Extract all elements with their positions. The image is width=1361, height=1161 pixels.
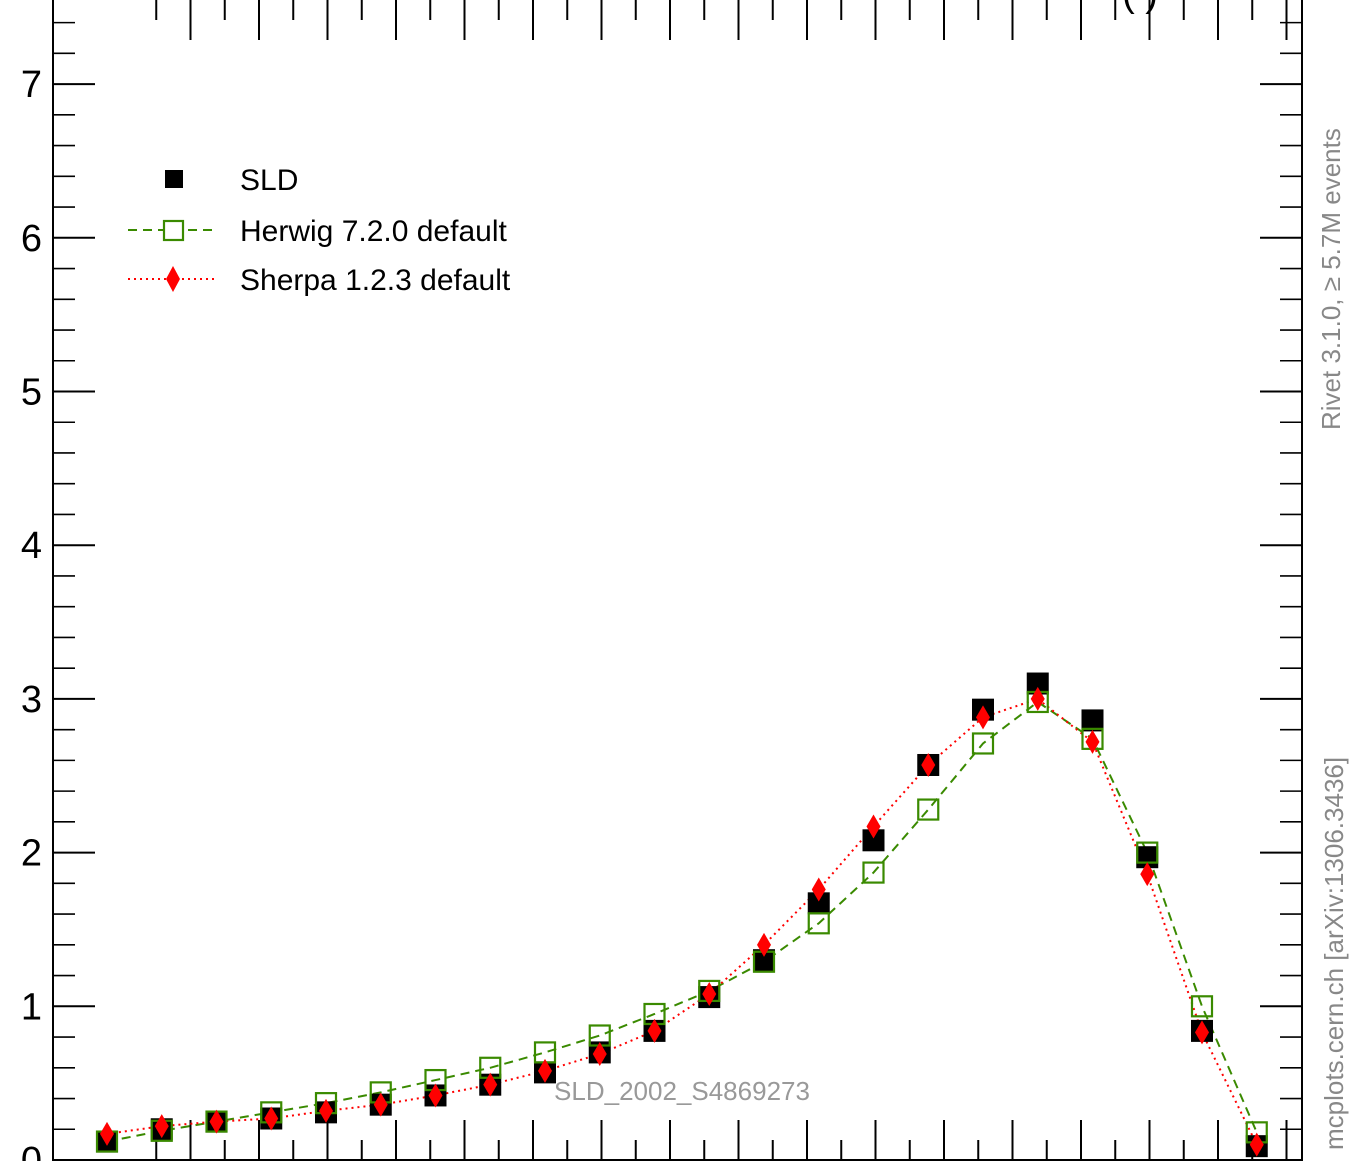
data-point-sherpa: [373, 1092, 388, 1117]
data-point-sherpa: [811, 877, 826, 902]
data-point-herwig: [971, 732, 995, 755]
series-line-2: [106, 697, 1258, 1146]
legend-marker-sherpa: [166, 266, 180, 292]
data-point-herwig: [1190, 995, 1214, 1018]
y-tick-label: 3: [21, 679, 42, 721]
data-point-sherpa: [1195, 1020, 1209, 1045]
data-point-sherpa: [757, 932, 771, 957]
data-point-herwig: [807, 912, 830, 935]
data-point-sherpa: [538, 1058, 552, 1083]
data-point-sherpa: [1140, 862, 1155, 887]
data-point-sherpa: [976, 705, 990, 730]
data-point-sherpa: [702, 982, 717, 1007]
top-cut-text: ( ): [1122, 0, 1158, 15]
y-tick-label: 2: [21, 833, 42, 875]
legend-marker-sld: [165, 170, 183, 188]
legend-marker-herwig: [162, 219, 185, 242]
data-point-herwig: [917, 798, 940, 821]
data-point-sherpa: [209, 1109, 224, 1134]
data-point-sherpa: [154, 1114, 169, 1139]
watermark-label: SLD_2002_S4869273: [554, 1076, 810, 1106]
series-markers: [95, 672, 1268, 1158]
data-point-sherpa: [483, 1072, 498, 1097]
data-point-sherpa: [1249, 1132, 1264, 1157]
data-point-sherpa: [592, 1041, 607, 1066]
data-point-sherpa: [1085, 729, 1100, 754]
data-point-sherpa: [100, 1121, 114, 1146]
data-point-sld: [862, 829, 885, 852]
y-tick-label: 0: [21, 1140, 42, 1161]
data-point-sherpa: [264, 1106, 279, 1131]
plot-frame: [52, 0, 1303, 1161]
data-point-sherpa: [647, 1018, 662, 1043]
y-tick-label: 7: [21, 64, 42, 106]
data-point-herwig: [862, 861, 885, 884]
series-lines: [106, 697, 1258, 1146]
data-point-sherpa: [428, 1083, 443, 1108]
plot-area: [52, 0, 1303, 1161]
legend-entry-sld: SLD: [165, 164, 298, 197]
data-point-sld: [1081, 709, 1104, 732]
data-point-sld: [1026, 672, 1049, 695]
data-point-sherpa: [319, 1098, 333, 1123]
data-point-sherpa: [921, 752, 936, 777]
legend-label-herwig: Herwig 7.2.0 default: [240, 215, 507, 248]
y-tick-label: 4: [21, 525, 42, 567]
y-tick-label: 5: [21, 372, 42, 414]
series-line-1: [106, 700, 1258, 1143]
axis-ticks: 0 1 2 3 4 5 6 7: [21, 0, 1302, 1161]
y-tick-label: 1: [21, 986, 42, 1028]
legend-entry-sherpa: Sherpa 1.2.3 default: [128, 264, 511, 297]
legend-label-sherpa: Sherpa 1.2.3 default: [240, 264, 511, 297]
rivet-version-label: Rivet 3.1.0, ≥ 5.7M events: [1316, 128, 1346, 430]
legend: SLD Herwig 7.2.0 default Sherpa 1.2.3 de…: [128, 164, 511, 297]
legend-entry-herwig: Herwig 7.2.0 default: [128, 215, 507, 248]
data-point-sherpa: [1030, 686, 1045, 711]
data-point-sherpa: [866, 814, 881, 839]
mcplots-source-label: mcplots.cern.ch [arXiv:1306.3436]: [1319, 757, 1349, 1150]
data-point-sld: [807, 892, 830, 915]
data-point-sld: [753, 949, 775, 972]
legend-label-sld: SLD: [240, 164, 298, 197]
y-tick-label: 6: [21, 218, 42, 260]
